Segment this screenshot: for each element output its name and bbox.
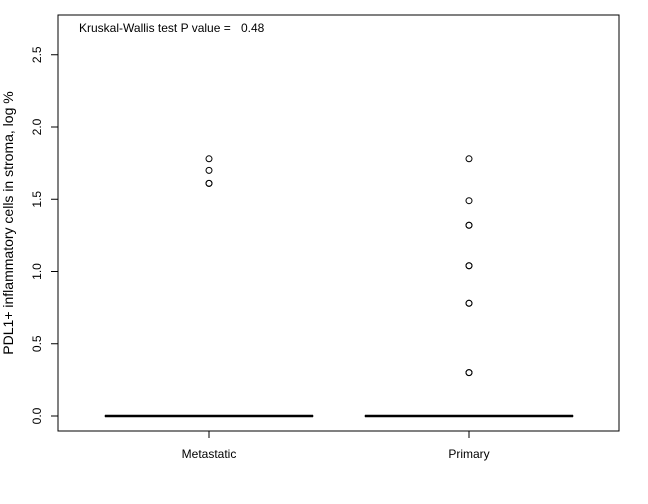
- y-tick-label: 2.0: [30, 118, 44, 135]
- outlier-point: [205, 179, 213, 187]
- plot-frame: [57, 14, 620, 432]
- outlier-point: [465, 197, 473, 205]
- outlier-point: [465, 155, 473, 163]
- outlier-point: [465, 262, 473, 270]
- y-tick-label: 2.5: [30, 46, 44, 63]
- outlier-point: [205, 166, 213, 174]
- box-metastatic: [104, 155, 314, 418]
- outlier-point: [465, 299, 473, 307]
- box-primary: [364, 155, 574, 418]
- p-value-value: 0.48: [241, 21, 265, 35]
- y-tick-label: 1.5: [30, 191, 44, 208]
- x-axis: Metastatic Primary: [182, 430, 490, 461]
- outlier-point: [205, 155, 213, 163]
- p-value-label: Kruskal-Wallis test P value =: [79, 21, 231, 35]
- boxes-layer: [104, 155, 574, 418]
- outlier-point: [465, 369, 473, 377]
- x-tick-label: Primary: [448, 447, 489, 461]
- y-axis: 0.0 0.5 1.0 1.5 2.0 2.5: [30, 46, 59, 424]
- y-tick-label: 0.0: [30, 407, 44, 424]
- y-axis-label: PDL1+ inflammatory cells in stroma, log …: [0, 91, 16, 354]
- y-tick-label: 0.5: [30, 335, 44, 352]
- y-tick-label: 1.0: [30, 263, 44, 280]
- outlier-point: [465, 221, 473, 229]
- x-tick-label: Metastatic: [182, 447, 237, 461]
